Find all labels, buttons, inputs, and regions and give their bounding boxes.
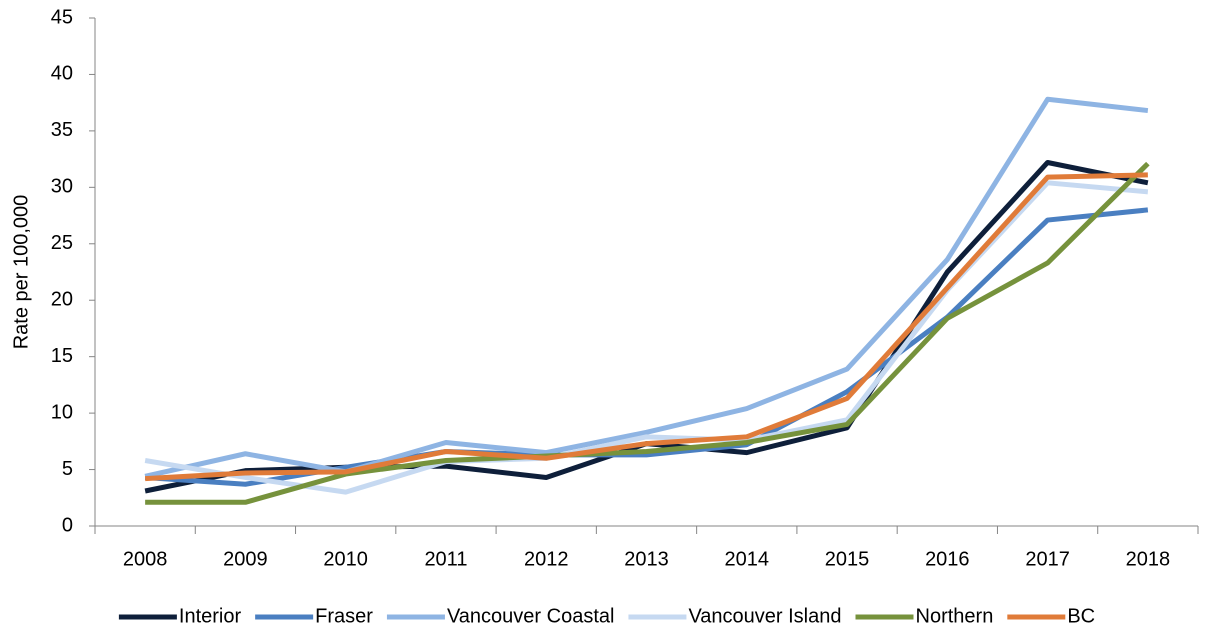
series-line [144, 96, 1149, 479]
legend-label: Vancouver Coastal [447, 605, 615, 627]
y-tick-label: 45 [51, 6, 73, 28]
x-tick-label: 2013 [624, 548, 669, 570]
x-tick-label: 2015 [825, 548, 870, 570]
legend-label: Vancouver Island [688, 605, 841, 627]
legend-label: Fraser [315, 605, 373, 627]
y-tick-label: 25 [51, 232, 73, 254]
y-tick-label: 10 [51, 401, 73, 423]
y-tick-label: 15 [51, 345, 73, 367]
y-tick-label: 35 [51, 119, 73, 141]
legend-label: Interior [179, 605, 242, 627]
legend-label: BC [1067, 605, 1095, 627]
x-tick-label: 2016 [925, 548, 970, 570]
y-tick-label: 0 [62, 514, 73, 536]
series-line [145, 161, 1150, 505]
legend-label: Northern [916, 605, 994, 627]
x-tick-label: 2009 [223, 548, 268, 570]
y-tick-label: 40 [51, 63, 73, 85]
y-tick-label: 20 [51, 289, 73, 311]
series-line [144, 172, 1148, 482]
x-tick-label: 2008 [123, 548, 168, 570]
y-axis-label: Rate per 100,000 [10, 195, 32, 350]
y-tick-label: 5 [62, 458, 73, 480]
x-tick-label: 2011 [424, 548, 467, 570]
x-tick-label: 2010 [323, 548, 368, 570]
x-tick-label: 2017 [1025, 548, 1070, 570]
x-tick-label: 2012 [524, 548, 569, 570]
x-tick-label: 2018 [1126, 548, 1171, 570]
y-tick-label: 30 [51, 176, 73, 198]
x-tick-label: 2014 [725, 548, 770, 570]
